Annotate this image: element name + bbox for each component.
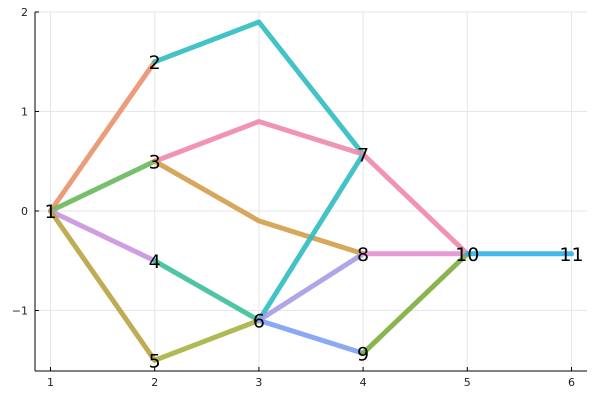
x-tick-label-2: 3 <box>255 376 262 389</box>
edge-3 <box>48 208 158 363</box>
y-tick-label-0: 2 <box>21 6 28 19</box>
x-tick-label-3: 4 <box>360 376 367 389</box>
node-label-5: 5 <box>149 350 161 372</box>
node-label-8: 8 <box>357 244 369 266</box>
node-label-11: 11 <box>559 244 583 266</box>
x-tick-label-1: 2 <box>151 376 158 389</box>
edge-9 <box>256 151 366 323</box>
node-label-9: 9 <box>357 343 369 365</box>
edge-7 <box>152 258 262 323</box>
x-tick-label-5: 6 <box>568 376 575 389</box>
edge-4 <box>152 19 366 157</box>
edge-10 <box>256 251 366 323</box>
edge-1 <box>48 158 158 214</box>
edge-14 <box>360 251 470 356</box>
x-tick-label-4: 5 <box>464 376 471 389</box>
axes <box>34 11 587 372</box>
y-tick-label-3: −1 <box>12 305 28 318</box>
y-tick-label-2: 0 <box>21 205 28 218</box>
edge-8 <box>152 317 262 363</box>
y-tick-label-1: 1 <box>21 106 28 119</box>
node-label-1: 1 <box>44 201 56 223</box>
node-label-7: 7 <box>357 144 369 166</box>
grid-lines <box>35 11 587 371</box>
node-label-2: 2 <box>149 52 161 74</box>
edge-6 <box>152 158 366 257</box>
edge-2 <box>48 208 158 264</box>
edge-layer <box>48 19 574 363</box>
edge-12 <box>360 151 470 257</box>
x-tick-label-0: 1 <box>47 376 54 389</box>
edge-5 <box>152 119 366 164</box>
node-label-4: 4 <box>149 251 161 273</box>
node-label-6: 6 <box>253 310 265 332</box>
node-labels: 1 2 3 4 5 6 7 8 9 10 11 <box>44 52 583 373</box>
edge-11 <box>256 317 366 356</box>
edge-0 <box>48 59 158 214</box>
node-label-3: 3 <box>149 151 161 173</box>
node-label-10: 10 <box>455 244 479 266</box>
